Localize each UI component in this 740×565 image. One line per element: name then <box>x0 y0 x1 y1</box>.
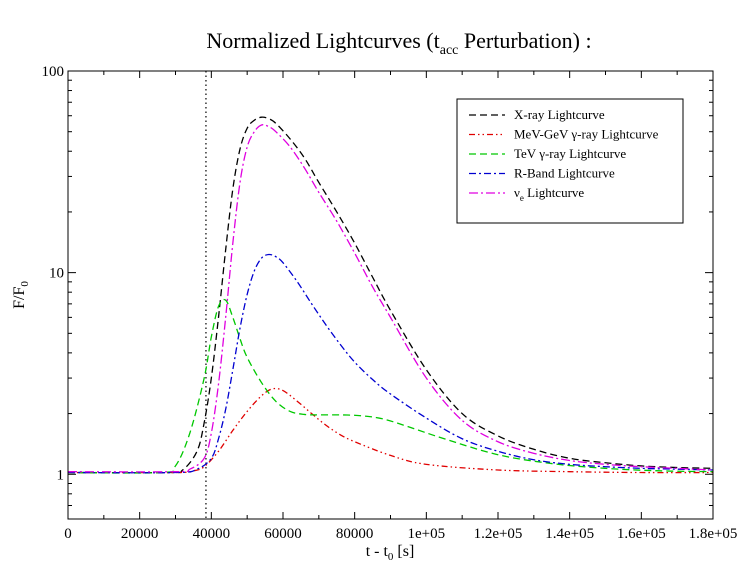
legend-label: X-ray Lightcurve <box>514 107 605 122</box>
series-line-2 <box>68 298 713 474</box>
series-line-0 <box>68 116 713 474</box>
x-tick-label: 1.6e+05 <box>617 526 666 542</box>
plot-frame <box>67 70 714 520</box>
x-tick-label: 1.4e+05 <box>545 526 594 542</box>
legend-label: TeV γ-ray Lightcurve <box>514 146 626 161</box>
y-tick-label: 1 <box>57 467 65 483</box>
x-axis-label: t - t0 [s] <box>366 543 415 563</box>
axis-ticks: 0 20000 40000 60000 80000 1e+05 1.2e+05 1.4e+05… <box>42 64 738 542</box>
y-axis-label: F/F0 <box>11 281 31 309</box>
x-tick-label: 40000 <box>193 526 231 542</box>
legend-label: MeV-GeV γ-ray Lightcurve <box>514 127 659 142</box>
x-tick-label: 20000 <box>121 526 159 542</box>
legend-label: R-Band Lightcurve <box>514 166 615 181</box>
x-tick-label: 1.2e+05 <box>474 526 523 542</box>
y-tick-label: 100 <box>42 64 65 80</box>
legend: X-ray Lightcurve MeV-GeV γ-ray Lightcurve… <box>456 98 684 224</box>
y-tick-label: 10 <box>49 266 64 282</box>
legend-label: νe Lightcurve <box>514 185 584 203</box>
x-tick-label: 0 <box>64 526 72 542</box>
chart-title: Normalized Lightcurves (tacc Perturbatio… <box>206 28 591 58</box>
series-lines <box>68 116 713 474</box>
x-tick-label: 1e+05 <box>408 526 446 542</box>
x-tick-label: 1.8e+05 <box>689 526 738 542</box>
series-line-1 <box>68 387 713 474</box>
x-tick-label: 80000 <box>336 526 374 542</box>
series-line-4 <box>68 124 713 473</box>
x-tick-label: 60000 <box>264 526 302 542</box>
legend-box <box>456 98 684 224</box>
series-line-3 <box>68 253 713 474</box>
